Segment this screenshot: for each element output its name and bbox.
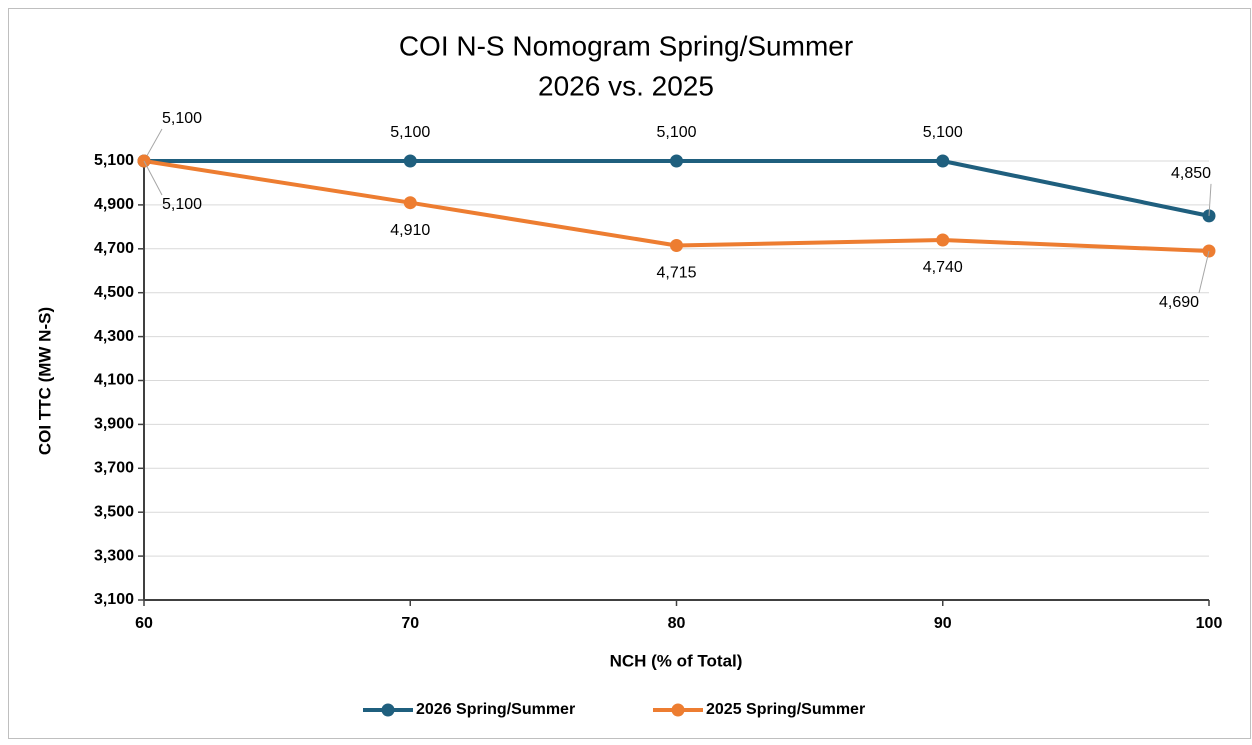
data-label: 4,740 (923, 259, 963, 276)
data-point (936, 154, 950, 168)
legend-label: 2026 Spring/Summer (416, 701, 575, 718)
x-axis-title: NCH (% of Total) (610, 651, 743, 670)
leader-line (1208, 183, 1212, 216)
x-tick-label: 60 (135, 615, 153, 632)
data-label: 5,100 (390, 124, 430, 141)
legend-marker (671, 703, 685, 717)
data-point (403, 154, 417, 168)
x-tick-label: 90 (934, 615, 952, 632)
data-label: 5,100 (656, 124, 696, 141)
data-label: 5,100 (162, 196, 202, 213)
y-tick-label: 3,500 (94, 503, 134, 520)
data-label: 4,690 (1159, 294, 1199, 311)
y-tick-label: 3,300 (94, 547, 134, 564)
data-label: 4,910 (390, 222, 430, 239)
data-point (403, 196, 417, 210)
data-label: 5,100 (162, 110, 202, 127)
y-tick-label: 4,300 (94, 328, 134, 345)
y-tick-label: 4,100 (94, 372, 134, 389)
data-label: 5,100 (923, 124, 963, 141)
legend-label: 2025 Spring/Summer (706, 701, 865, 718)
y-tick-label: 3,700 (94, 460, 134, 477)
x-tick-label: 100 (1196, 615, 1223, 632)
x-tick-label: 70 (401, 615, 419, 632)
y-tick-label: 4,500 (94, 284, 134, 301)
y-tick-label: 3,900 (94, 416, 134, 433)
leader-line (1198, 250, 1210, 294)
y-tick-label: 4,900 (94, 196, 134, 213)
data-point (936, 233, 950, 247)
y-axis-title: COI TTC (MW N-S) (35, 307, 54, 455)
data-point (670, 154, 683, 168)
data-point (670, 239, 683, 253)
y-tick-label: 4,700 (94, 240, 134, 257)
chart-border (8, 8, 1251, 739)
y-tick-label: 3,100 (94, 591, 134, 608)
data-label: 4,715 (656, 265, 696, 282)
chart-title: 2026 vs. 2025 (538, 70, 714, 101)
leader-line (143, 160, 163, 196)
chart-title: COI N-S Nomogram Spring/Summer (399, 30, 853, 61)
data-label: 4,850 (1171, 165, 1211, 182)
x-tick-label: 80 (668, 615, 686, 632)
legend-marker (381, 703, 395, 717)
y-tick-label: 5,100 (94, 152, 134, 169)
